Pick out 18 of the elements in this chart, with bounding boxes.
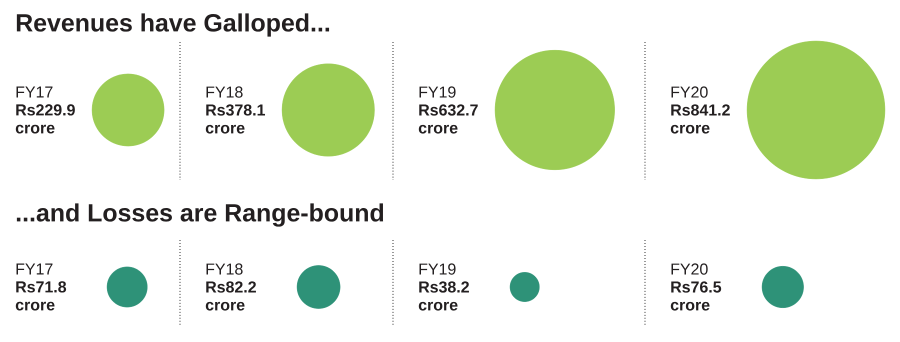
category-label: FY19 (420, 86, 456, 98)
data-label: Rs632.7 crore (418, 104, 478, 134)
data-label: Rs71.8 crore (16, 281, 66, 310)
text: ...and Losses are Range-bound (16, 203, 384, 227)
category-label: FY19 (420, 263, 456, 275)
category-label: FY17 (16, 264, 52, 274)
category-label: FY18 (206, 86, 243, 98)
category-label: FY20 (672, 86, 708, 98)
category-label: FY20 (672, 263, 708, 275)
data-label: Rs229.9 crore (16, 104, 75, 134)
data-label: Rs76.5 crore (670, 281, 722, 311)
text: Revenues have Galloped... (16, 13, 330, 37)
category-label: FY17 (16, 86, 52, 98)
data-label: Rs378.1 crore (206, 104, 266, 134)
data-label: Rs82.2 crore (206, 281, 256, 311)
data-label: Rs841.2 crore (670, 104, 730, 134)
data-label: Rs38.2 crore (418, 281, 469, 311)
category-label: FY18 (206, 263, 243, 275)
